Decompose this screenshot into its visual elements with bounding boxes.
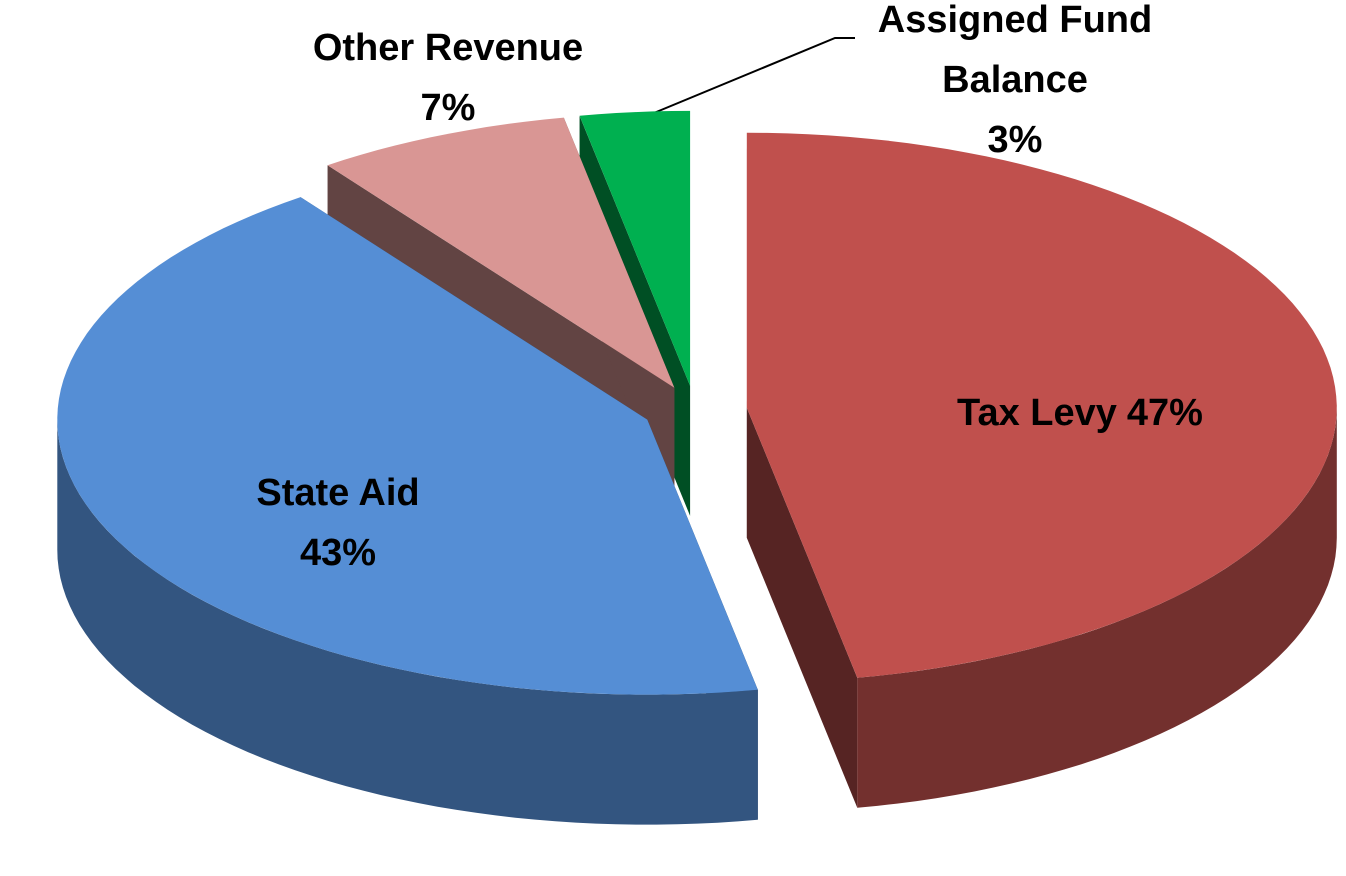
value-label: 47% <box>1127 392 1203 434</box>
data-label: Tax Levy 47% <box>957 392 1203 434</box>
slice <box>746 132 1337 678</box>
slice-side <box>57 419 758 825</box>
slice <box>327 117 675 388</box>
value-label: 3% <box>988 119 1043 161</box>
leader-line <box>636 37 855 121</box>
category-label: State Aid <box>256 472 419 514</box>
category-label: Assigned Fund Balance <box>878 0 1152 101</box>
category-label: Tax Levy <box>957 392 1117 434</box>
category-label: Other Revenue <box>313 27 583 69</box>
slice <box>57 197 758 695</box>
slice-side <box>857 407 1337 808</box>
slice <box>579 110 691 386</box>
slice-wall <box>746 407 858 808</box>
value-label: 7% <box>421 87 476 129</box>
value-label: 43% <box>300 532 376 574</box>
